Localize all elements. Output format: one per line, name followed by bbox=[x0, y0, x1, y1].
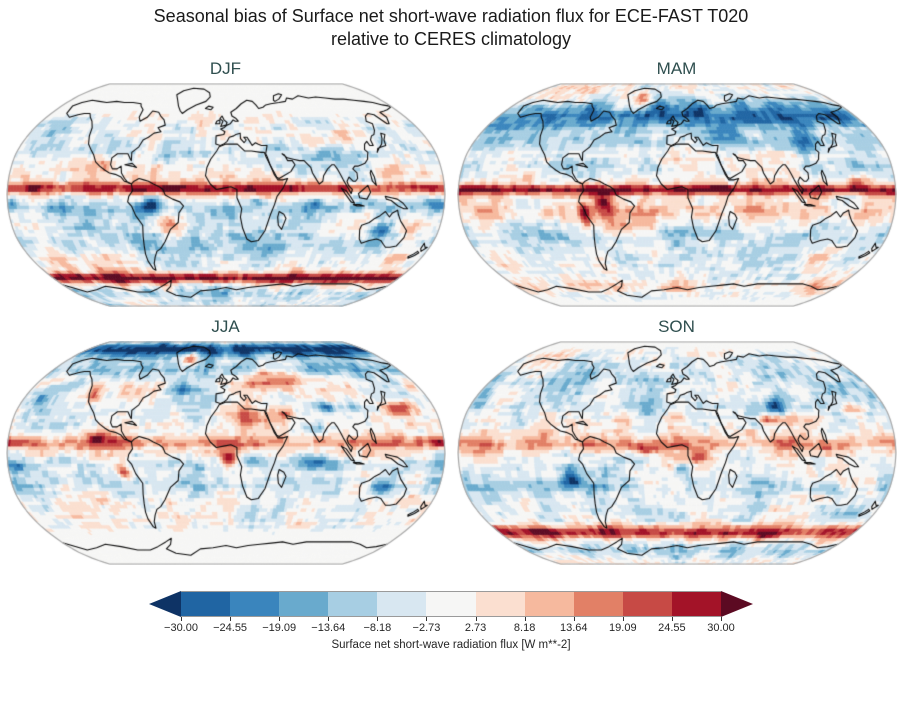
map-canvas-jja bbox=[5, 341, 446, 565]
figure-title: Seasonal bias of Surface net short-wave … bbox=[0, 5, 902, 51]
colorbar-tick-label: 30.00 bbox=[707, 622, 735, 634]
panel-title-son: SON bbox=[658, 317, 695, 336]
colorbar-ticklabels: −30.00 −24.55 −19.09 −13.64 −8.18 −2.73 2.73 8.… bbox=[164, 622, 735, 636]
colorbar-tick-label: −19.09 bbox=[262, 622, 297, 634]
colorbar-tick-label: −2.73 bbox=[412, 622, 441, 634]
colorbar-tick-label: −30.00 bbox=[164, 622, 198, 634]
colorbar-segment bbox=[377, 592, 427, 616]
figure: Seasonal bias of Surface net short-wave … bbox=[0, 5, 902, 651]
colorbar-tick-label: −8.18 bbox=[363, 622, 392, 634]
colorbar-segment bbox=[181, 592, 231, 616]
colorbar-segment bbox=[230, 592, 280, 616]
colorbar-segment bbox=[328, 592, 378, 616]
colorbar-segment bbox=[426, 592, 476, 616]
colorbar: −30.00 −24.55 −19.09 −13.64 −8.18 −2.73 2.73 8.… bbox=[149, 591, 753, 651]
colorbar-tickmarks bbox=[181, 617, 722, 622]
colorbar-segment bbox=[475, 592, 525, 616]
colorbar-bar bbox=[181, 591, 722, 617]
colorbar-segment bbox=[622, 592, 672, 616]
colorbar-tick-label: −24.55 bbox=[213, 622, 248, 634]
colorbar-segment bbox=[671, 592, 722, 616]
map-canvas-son bbox=[456, 341, 897, 565]
figure-title-line2: relative to CERES climatology bbox=[330, 29, 572, 49]
colorbar-tick-label: 19.09 bbox=[609, 622, 637, 634]
colorbar-segment bbox=[279, 592, 329, 616]
colorbar-tick-label: 13.64 bbox=[559, 622, 588, 634]
panel-djf: DJF bbox=[0, 57, 451, 307]
map-canvas-mam bbox=[456, 83, 897, 307]
colorbar-segment bbox=[524, 592, 574, 616]
figure-title-line1: Seasonal bias of Surface net short-wave … bbox=[153, 6, 749, 26]
panel-mam: MAM bbox=[451, 57, 902, 307]
colorbar-label: Surface net short-wave radiation flux [W… bbox=[331, 639, 571, 651]
colorbar-row bbox=[149, 591, 753, 617]
panel-son: SON bbox=[451, 315, 902, 565]
panel-title-mam: MAM bbox=[656, 59, 697, 78]
panel-grid: DJF MAM JJA SON bbox=[0, 57, 902, 565]
colorbar-segment bbox=[573, 592, 623, 616]
map-canvas-djf bbox=[5, 83, 446, 307]
colorbar-tick-label: 8.18 bbox=[513, 622, 536, 634]
panel-jja: JJA bbox=[0, 315, 451, 565]
colorbar-tick-label: 24.55 bbox=[658, 622, 686, 634]
colorbar-tick-label: 2.73 bbox=[464, 622, 487, 634]
panel-title-jja: JJA bbox=[211, 317, 240, 336]
panel-title-djf: DJF bbox=[209, 59, 242, 78]
colorbar-under-arrow bbox=[149, 591, 181, 617]
colorbar-over-arrow bbox=[721, 591, 753, 617]
colorbar-tick-label: −13.64 bbox=[311, 622, 346, 634]
